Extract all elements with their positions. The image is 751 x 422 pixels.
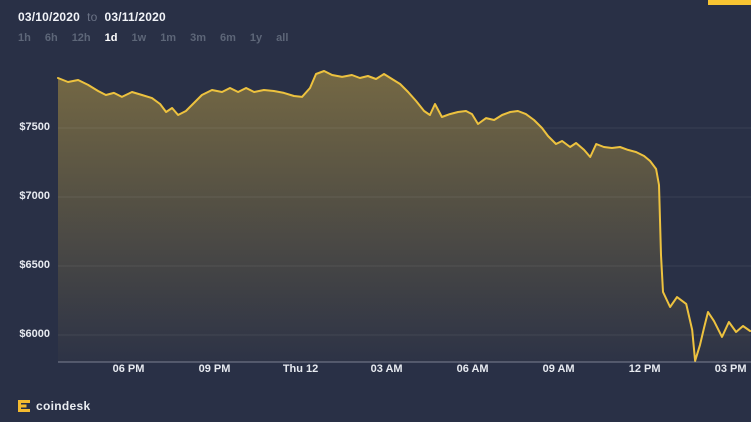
- price-chart-canvas[interactable]: [0, 0, 751, 385]
- price-chart[interactable]: $7500 $7000 $6500 $6000 06 PM 09 PM Thu 12 03 …: [0, 0, 751, 385]
- range-button-12h[interactable]: 12h: [71, 32, 91, 44]
- price-area-fill: [58, 71, 751, 362]
- x-axis-label-09-am: 09 AM: [542, 363, 575, 375]
- coindesk-logo-icon: [18, 400, 30, 412]
- x-axis-label-12-pm: 12 PM: [628, 363, 661, 375]
- price-line: [57, 70, 751, 362]
- date-from-field[interactable]: 03/10/2020: [18, 10, 81, 24]
- range-button-6h[interactable]: 6h: [44, 32, 58, 44]
- range-button-1y[interactable]: 1y: [249, 32, 263, 44]
- y-axis-label-6500: $6500: [19, 259, 50, 271]
- range-button-3m[interactable]: 3m: [190, 32, 206, 44]
- range-button-all[interactable]: all: [276, 32, 289, 44]
- range-button-1w[interactable]: 1w: [131, 32, 147, 44]
- x-axis-label-thu-12: Thu 12: [282, 363, 319, 375]
- range-button-1h[interactable]: 1h: [18, 32, 31, 44]
- x-axis-label-03-am: 03 AM: [370, 363, 403, 375]
- footer: coindesk: [18, 398, 90, 414]
- range-button-1m[interactable]: 1m: [160, 32, 177, 44]
- x-axis-label-09-pm: 09 PM: [198, 363, 231, 375]
- date-to-field[interactable]: 03/11/2020: [104, 10, 166, 24]
- x-axis-label-06-am: 06 AM: [456, 363, 489, 375]
- y-axis-label-7000: $7000: [19, 190, 50, 202]
- range-button-1d[interactable]: 1d: [104, 32, 118, 44]
- x-axis-label-06-pm: 06 PM: [112, 363, 145, 375]
- y-axis-label-6000: $6000: [19, 328, 50, 340]
- coindesk-logo-text[interactable]: coindesk: [36, 399, 91, 413]
- y-axis-label-7500: $7500: [19, 121, 50, 133]
- x-axis-label-03-pm: 03 PM: [714, 363, 747, 375]
- time-range-selector: 1h 6h 12h 1d 1w 1m 3m 6m 1y all: [18, 32, 288, 44]
- date-range-separator: to: [87, 10, 98, 24]
- range-button-6m[interactable]: 6m: [220, 32, 236, 44]
- chart-header: 03/10/2020 to 03/11/2020 1h 6h 12h 1d 1w 1m 3m 6m…: [0, 0, 751, 56]
- date-range: 03/10/2020 to 03/11/2020: [18, 10, 166, 24]
- top-accent-bar: [708, 0, 751, 5]
